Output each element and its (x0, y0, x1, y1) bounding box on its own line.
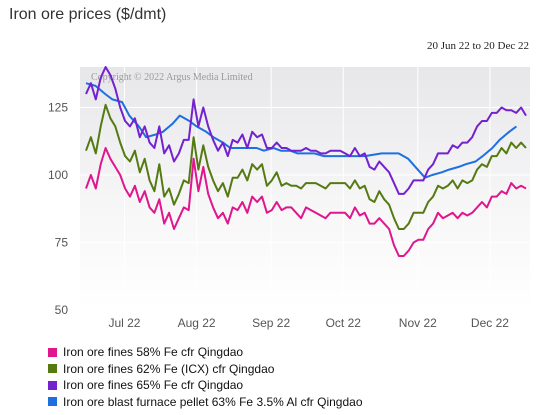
x-tick-label: Sep 22 (252, 316, 290, 330)
y-axis: 50 75 100 125 (48, 101, 68, 318)
x-tick-label: Dec 22 (471, 316, 509, 330)
x-axis: Jul 22 Aug 22 Sep 22 Oct 22 Nov 22 Dec 22 (108, 316, 509, 330)
legend-label: Iron ore fines 62% Fe (ICX) cfr Qingdao (63, 361, 275, 376)
date-range: 20 Jun 22 to 20 Dec 22 (426, 40, 529, 52)
chart-title: Iron ore prices ($/dmt) (9, 6, 167, 23)
legend-swatch-1 (48, 347, 57, 357)
series-line-1[interactable] (85, 147, 527, 257)
legend-label: Iron ore fines 65% Fe cfr Qingdao (63, 378, 244, 393)
chart-svg: Copyright © 2022 Argus Media Limited 50 7… (48, 66, 530, 330)
legend-label: Iron ore fines 58% Fe cfr Qingdao (63, 345, 244, 360)
legend-swatch-2 (48, 364, 57, 374)
series-line-3[interactable] (85, 66, 527, 195)
x-tick-label: Jul 22 (108, 316, 140, 330)
y-tick-label: 125 (48, 101, 68, 115)
y-tick-label: 50 (55, 303, 69, 317)
y-tick-label: 75 (55, 236, 69, 250)
legend-item[interactable]: Iron ore fines 62% Fe (ICX) cfr Qingdao (48, 361, 363, 378)
legend: Iron ore fines 58% Fe cfr Qingdao Iron o… (48, 344, 363, 410)
plot-background (80, 67, 530, 310)
y-tick-label: 100 (48, 168, 68, 182)
series-layer (85, 66, 527, 257)
legend-item[interactable]: Iron ore fines 65% Fe cfr Qingdao (48, 377, 363, 394)
legend-swatch-4 (48, 397, 57, 407)
legend-item[interactable]: Iron ore fines 58% Fe cfr Qingdao (48, 344, 363, 361)
x-tick-label: Aug 22 (178, 316, 216, 330)
series-line-2[interactable] (85, 103, 527, 230)
x-tick-label: Oct 22 (326, 316, 362, 330)
x-tick-label: Nov 22 (399, 316, 437, 330)
copyright-text: Copyright © 2022 Argus Media Limited (91, 72, 253, 83)
series-line-4[interactable] (85, 82, 518, 179)
legend-swatch-3 (48, 380, 57, 390)
grid (80, 67, 530, 311)
legend-label: Iron ore blast furnace pellet 63% Fe 3.5… (63, 394, 363, 409)
legend-item[interactable]: Iron ore blast furnace pellet 63% Fe 3.5… (48, 394, 363, 411)
